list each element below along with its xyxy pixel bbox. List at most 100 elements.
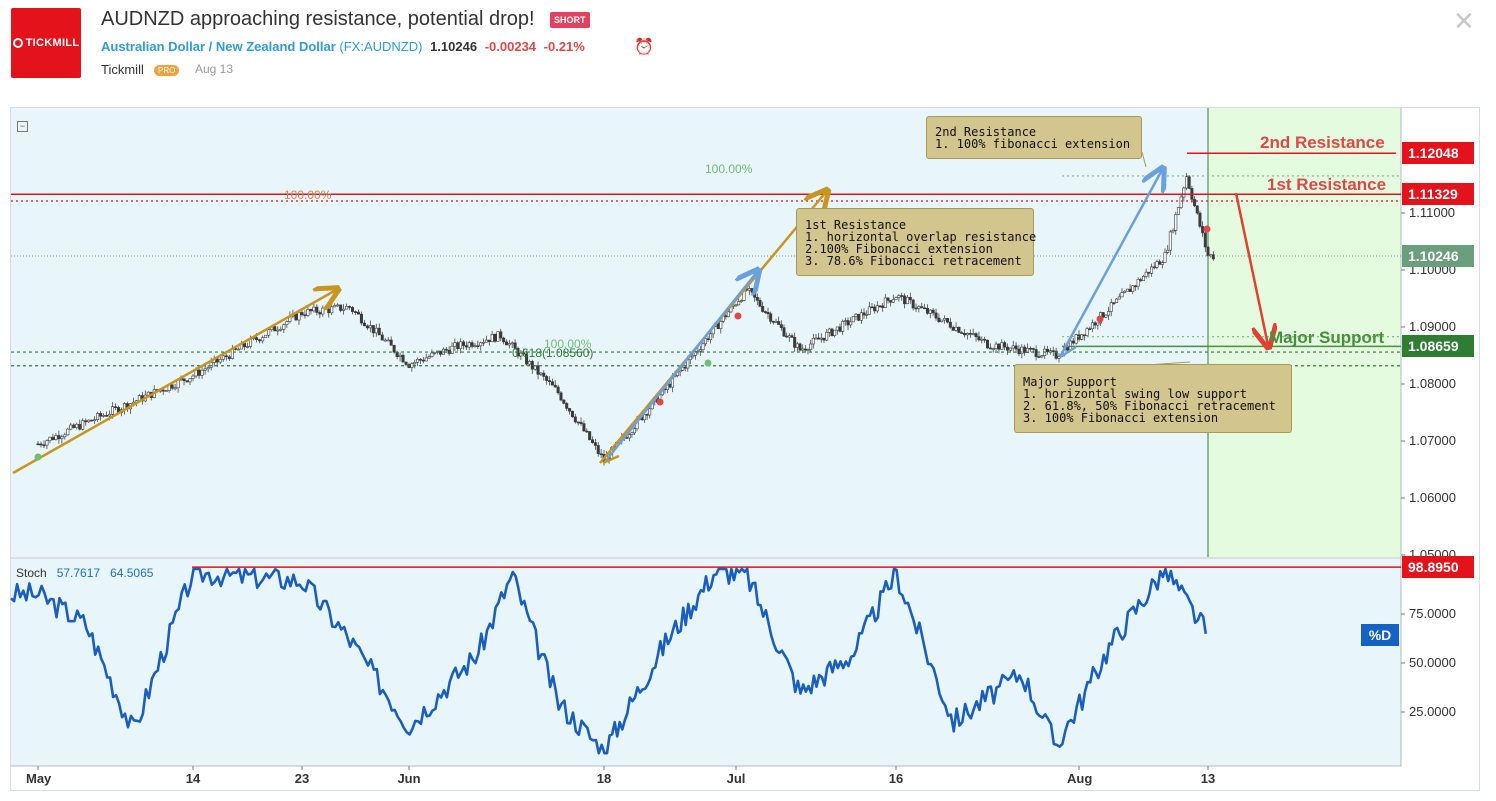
signal-dot xyxy=(34,453,42,461)
price-pane-bg xyxy=(11,108,1401,557)
candle-body xyxy=(1158,261,1162,265)
candle-body xyxy=(1109,302,1113,312)
candle-body xyxy=(971,333,975,335)
close-icon[interactable]: ✕ xyxy=(1453,6,1475,36)
alarm-clock-icon[interactable]: ⏰ xyxy=(634,39,654,56)
candle-body xyxy=(1155,261,1159,268)
candle-body xyxy=(450,345,454,354)
collapse-pane-button[interactable]: − xyxy=(17,121,28,132)
candle-body xyxy=(264,334,268,338)
candle-body xyxy=(753,291,757,298)
candle-body xyxy=(830,328,834,336)
candle-body xyxy=(161,389,165,392)
candle-body xyxy=(404,361,408,365)
candle-body xyxy=(490,334,494,343)
candle-body xyxy=(359,313,363,324)
annotation-second-resistance[interactable]: 2nd Resistance 1. 100% fibonacci extensi… xyxy=(926,116,1142,159)
symbol-name[interactable]: Australian Dollar / New Zealand Dollar xyxy=(101,39,336,54)
candle-body xyxy=(627,434,631,439)
candle-body xyxy=(315,306,319,313)
candle-body xyxy=(504,341,508,346)
candle-body xyxy=(330,306,334,314)
candle-body xyxy=(54,435,58,440)
trend-arrow-blue-aug xyxy=(1058,170,1162,358)
candle-body xyxy=(371,325,375,334)
candle-body xyxy=(191,375,195,379)
candle-body xyxy=(493,334,497,342)
candle-body xyxy=(309,309,313,312)
candle-body xyxy=(267,329,271,336)
price-tick: 1.11000 xyxy=(1409,205,1456,220)
candle-body xyxy=(487,339,491,343)
candle-body xyxy=(258,339,262,342)
candle-body xyxy=(943,318,947,321)
candle-body xyxy=(1040,355,1044,358)
stoch-legend: Stoch 57.7617 64.5065 xyxy=(16,566,153,580)
candle-body xyxy=(747,288,751,291)
candle-body xyxy=(739,300,743,302)
candle-body xyxy=(430,352,434,357)
candle-body xyxy=(1193,199,1197,207)
candle-body xyxy=(185,380,189,383)
author-name[interactable]: Tickmill xyxy=(101,62,144,77)
candle-body xyxy=(418,358,422,361)
candle-body xyxy=(297,312,301,321)
candle-body xyxy=(811,338,815,345)
candle-body xyxy=(1171,230,1175,233)
candle-body xyxy=(242,343,246,348)
candle-body xyxy=(339,304,343,311)
candle-body xyxy=(803,348,807,351)
last-price: 1.10246 xyxy=(430,39,478,54)
candle-body xyxy=(348,306,352,308)
stoch-level-label: 98.8950 xyxy=(1402,556,1474,579)
candle-body xyxy=(453,342,457,347)
candle-body xyxy=(787,335,791,338)
candle-body xyxy=(102,415,106,417)
candle-body xyxy=(726,311,730,318)
candle-body xyxy=(215,358,219,363)
candle-body xyxy=(827,328,831,333)
candle-body xyxy=(527,361,531,365)
candle-body xyxy=(980,338,984,341)
candle-body xyxy=(559,392,563,401)
candle-body xyxy=(507,343,511,346)
candle-body xyxy=(522,352,526,355)
price-change-pct: -0.21% xyxy=(543,39,585,54)
second-resistance-text: 2nd Resistance xyxy=(1260,133,1385,152)
candle-body xyxy=(785,335,789,338)
candle-body xyxy=(579,422,583,424)
candle-body xyxy=(817,337,821,340)
candle-body xyxy=(1166,249,1170,253)
candle-body xyxy=(519,352,523,357)
candle-body xyxy=(45,440,49,446)
candle-body xyxy=(777,321,781,325)
candle-body xyxy=(977,336,981,341)
candle-body xyxy=(300,312,304,316)
candle-body xyxy=(410,363,414,368)
candle-body xyxy=(261,337,265,342)
candle-body xyxy=(236,348,240,351)
candle-body xyxy=(963,333,967,336)
candle-body xyxy=(763,311,767,313)
annotation-first-resistance[interactable]: 1st Resistance 1. horizontal overlap res… xyxy=(796,208,1036,276)
candle-body xyxy=(342,308,346,311)
candle-body xyxy=(911,299,915,309)
candle-body xyxy=(931,309,935,314)
candle-body xyxy=(1051,350,1055,352)
candle-body xyxy=(870,306,874,309)
annotation-major-support[interactable]: Major Support 1. horizontal swing low su… xyxy=(1014,364,1292,433)
candle-body xyxy=(857,313,861,321)
candle-body xyxy=(769,313,773,322)
candle-body xyxy=(108,414,112,417)
candle-body xyxy=(1128,288,1132,292)
candle-body xyxy=(209,362,213,368)
candle-body xyxy=(424,357,428,362)
candle-body xyxy=(737,301,741,306)
candle-body xyxy=(556,386,560,394)
candle-body xyxy=(427,356,431,359)
symbol-code[interactable]: (FX:AUDNZD) xyxy=(339,39,423,54)
candle-body xyxy=(362,322,366,327)
candle-body xyxy=(456,342,460,350)
candle-body xyxy=(377,327,381,336)
